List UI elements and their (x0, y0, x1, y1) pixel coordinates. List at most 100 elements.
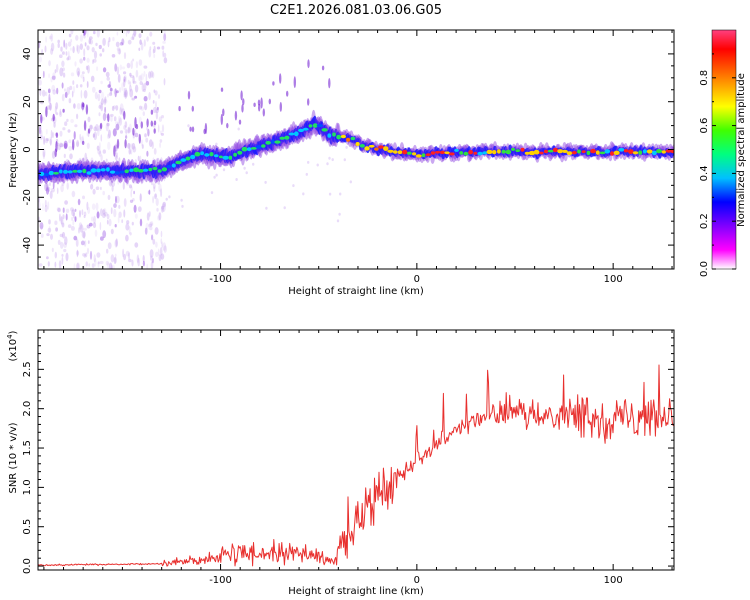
noise-speckle (102, 209, 106, 215)
noise-speckle (52, 181, 55, 189)
noise-speckle (93, 254, 96, 263)
noise-speckle (213, 175, 216, 179)
noise-speckle (110, 180, 113, 185)
noise-speckle (38, 126, 41, 135)
noise-speckle (159, 130, 163, 135)
noise-speckle (39, 222, 44, 230)
noise-speckle (61, 93, 65, 102)
noise-speckle (119, 64, 123, 71)
ridge-streak (140, 121, 143, 129)
ridge-streak (82, 140, 85, 145)
noise-speckle (105, 260, 109, 266)
noise-speckle (40, 233, 44, 238)
noise-speckle (38, 201, 41, 210)
noise-speckle (129, 72, 132, 77)
noise-speckle (93, 50, 98, 60)
noise-speckle (104, 106, 107, 116)
noise-speckle (83, 231, 86, 240)
y-tick-label: 20 (22, 95, 33, 108)
noise-speckle (87, 240, 90, 245)
ridge-core (321, 128, 328, 132)
noise-speckle (163, 245, 167, 253)
noise-speckle (110, 207, 113, 215)
noise-speckle (123, 93, 127, 98)
noise-speckle (168, 195, 171, 199)
noise-speckle (54, 251, 57, 259)
noise-speckle (141, 83, 145, 92)
noise-speckle (116, 66, 120, 75)
noise-speckle (63, 248, 67, 253)
ridge-core (209, 152, 214, 157)
noise-speckle (50, 48, 54, 55)
ridge-core (261, 144, 266, 148)
noise-speckle (155, 251, 159, 257)
noise-speckle (41, 89, 46, 97)
ridge-core (561, 149, 568, 153)
noise-speckle (131, 259, 134, 267)
ridge-streak (268, 98, 271, 105)
ridge-streak (262, 108, 265, 117)
noise-speckle (73, 212, 75, 219)
noise-speckle (328, 192, 332, 196)
ridge-core (468, 150, 473, 155)
noise-speckle (117, 48, 122, 55)
noise-speckle (59, 143, 64, 148)
noise-speckle (158, 116, 163, 122)
ridge-core (288, 132, 295, 136)
ridge-core (190, 154, 196, 160)
noise-speckle (84, 42, 87, 47)
noise-speckle (100, 103, 104, 112)
noise-speckle (149, 226, 153, 231)
ridge-core (482, 151, 488, 155)
noise-speckle (123, 78, 126, 88)
ridge-core (246, 147, 252, 152)
noise-speckle (64, 88, 66, 92)
noise-speckle (153, 89, 156, 93)
noise-speckle (79, 58, 83, 64)
noise-speckle (161, 45, 165, 50)
noise-speckle (114, 88, 117, 98)
noise-speckle (74, 216, 77, 223)
noise-speckle (86, 81, 89, 88)
noise-speckle (64, 91, 68, 98)
noise-speckle (138, 33, 142, 39)
noise-speckle (73, 103, 76, 109)
noise-speckle (49, 138, 52, 146)
noise-speckle (215, 142, 218, 146)
ridge-core (233, 152, 238, 157)
ridge-streak (242, 98, 245, 106)
noise-speckle (105, 71, 110, 78)
noise-speckle (113, 88, 116, 95)
noise-speckle (157, 178, 161, 185)
noise-speckle (140, 139, 144, 147)
noise-speckle (134, 128, 137, 137)
noise-speckle (331, 158, 334, 162)
noise-speckle (134, 84, 139, 93)
noise-speckle (46, 184, 50, 189)
noise-speckle (65, 51, 68, 56)
noise-speckle (77, 71, 80, 78)
noise-speckle (59, 67, 64, 77)
noise-speckle (148, 139, 153, 148)
noise-speckle (125, 223, 130, 231)
noise-speckle (150, 180, 154, 186)
noise-speckle (46, 105, 51, 110)
noise-speckle (98, 105, 102, 109)
noise-speckle (76, 249, 79, 258)
noise-speckle (103, 211, 108, 217)
noise-speckle (143, 96, 148, 102)
ridge-streak (40, 114, 43, 124)
noise-speckle (134, 242, 139, 248)
noise-speckle (143, 65, 148, 69)
noise-speckle (73, 235, 78, 241)
ridge-core (397, 150, 403, 155)
noise-speckle (132, 80, 137, 84)
snr-frame (37, 329, 675, 571)
noise-speckle (91, 47, 95, 53)
noise-speckle (143, 39, 146, 47)
noise-speckle (39, 127, 42, 135)
noise-speckle (118, 117, 123, 126)
noise-speckle (134, 159, 137, 167)
noise-speckle (139, 74, 143, 83)
